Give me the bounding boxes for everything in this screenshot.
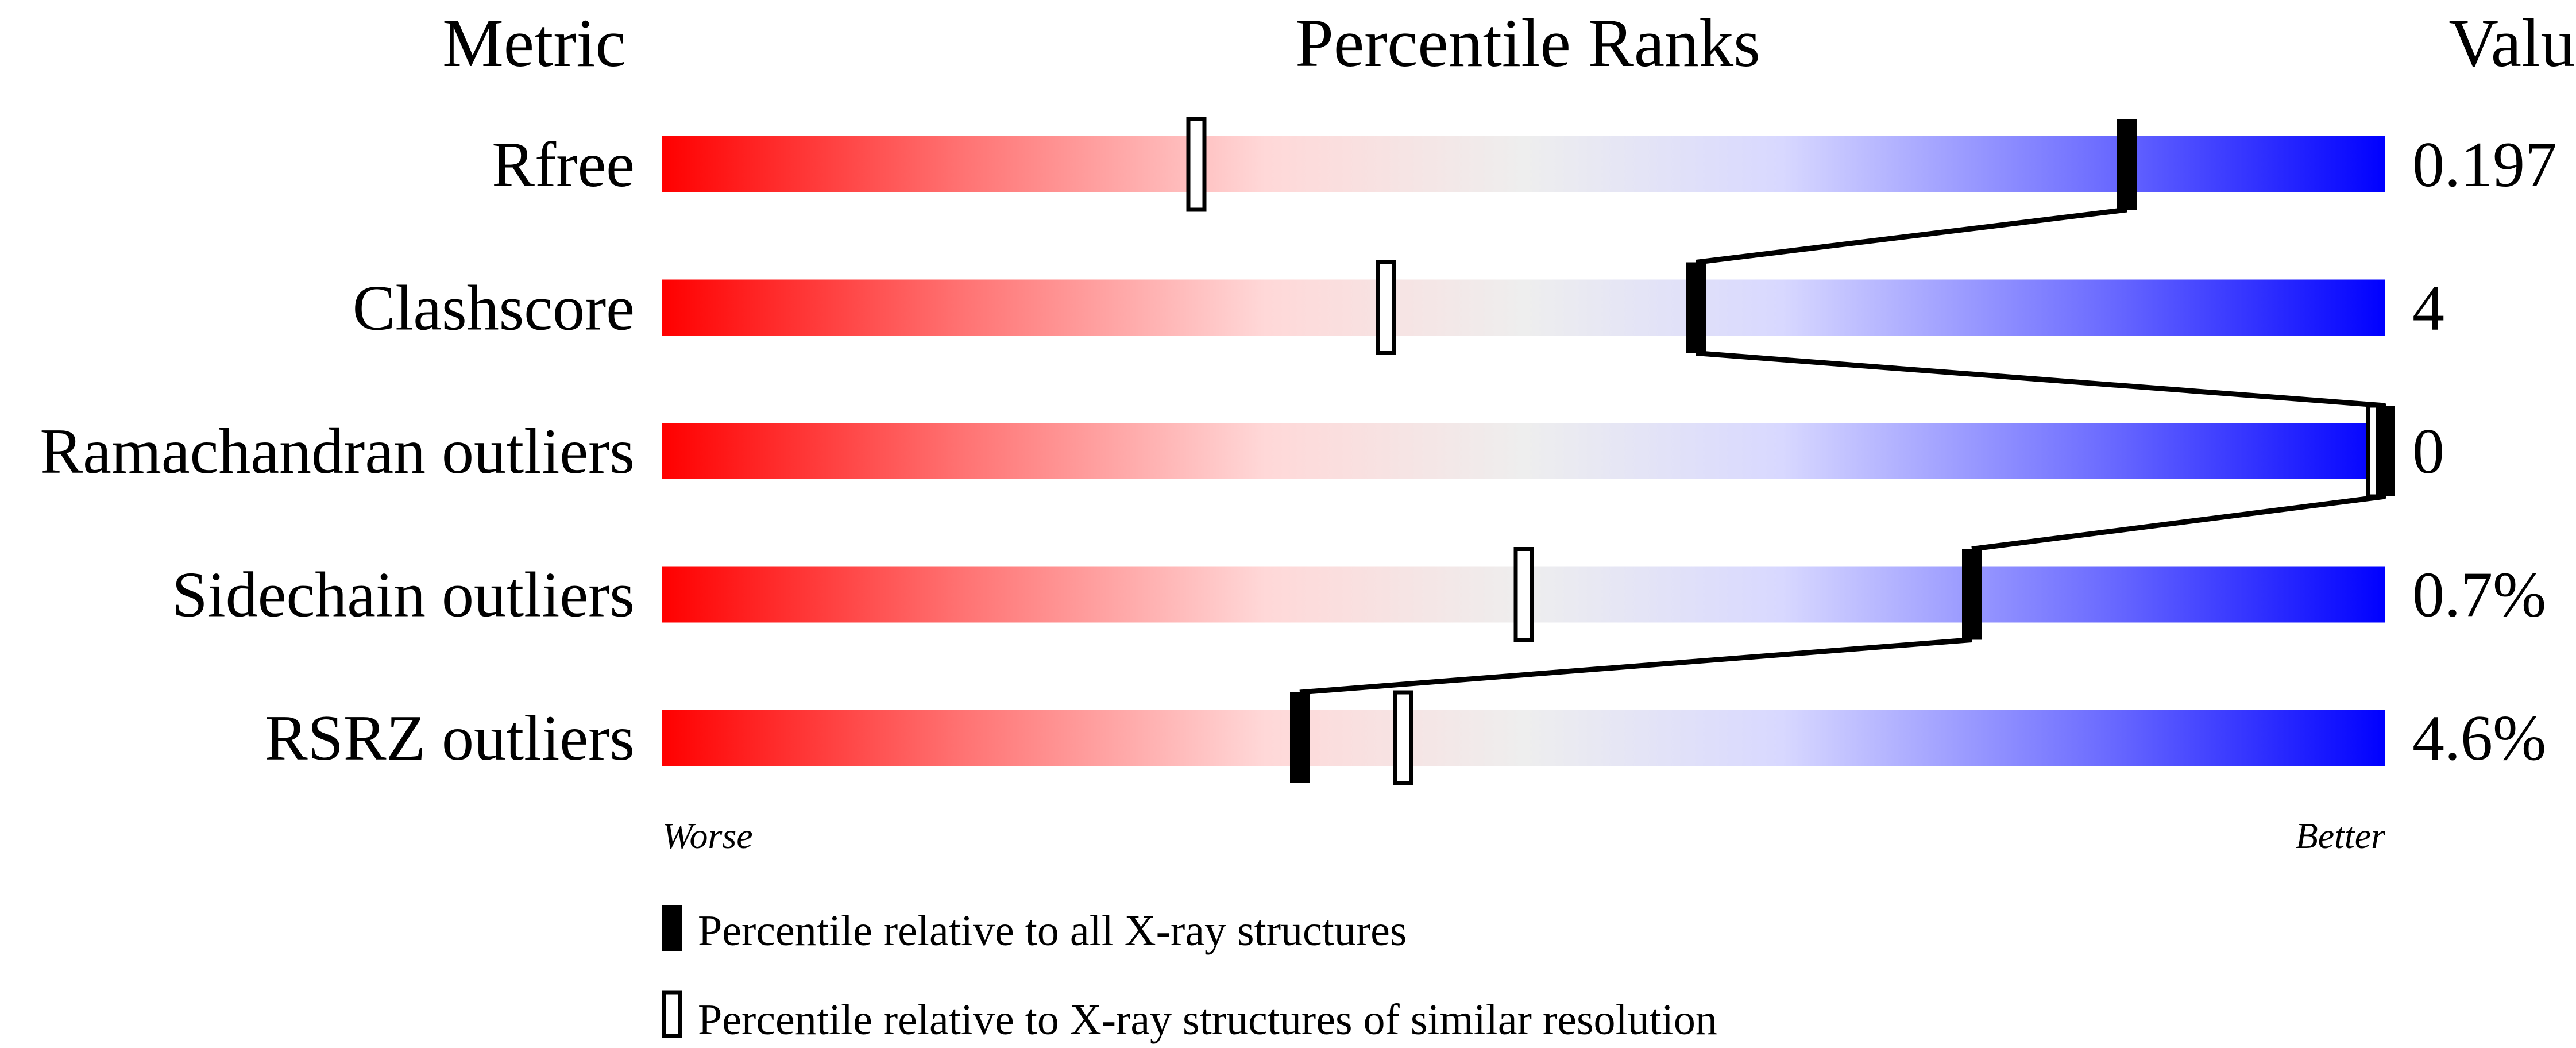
metric-value: 4.6% [2412,703,2546,774]
metric-value: 4 [2412,273,2444,344]
marker-all-xray [1686,262,1706,353]
metric-label: Rfree [492,129,635,201]
metric-value: 0.7% [2412,560,2546,631]
metric-label: Sidechain outliers [172,560,635,631]
connector-line [1299,637,1972,695]
metric-label: RSRZ outliers [265,703,635,774]
metric-row: Rfree 0.197 [492,117,2557,212]
marker-similar-resolution [1513,547,1534,642]
metric-row: Sidechain outliers 0.7% [172,547,2546,642]
legend-similar-label: Percentile relative to X-ray structures … [698,996,1717,1044]
marker-similar-resolution [1186,117,1207,212]
marker-all-xray [1962,549,1982,640]
legend-all-marker [662,905,682,951]
header-percentile-ranks: Percentile Ranks [1295,5,1760,81]
marker-similar-resolution [1376,260,1396,355]
marker-all-xray [2117,119,2137,210]
connector-line [1696,207,2127,265]
percentile-bar [662,136,2385,192]
axis-label-better: Better [2296,815,2386,856]
metric-value: 0.197 [2412,129,2557,201]
metric-label: Clashscore [353,273,635,344]
legend-similar-marker [662,990,682,1038]
connector-line [1971,494,2386,552]
metric-row: Ramachandran outliers 0 [40,403,2444,499]
metric-label: Ramachandran outliers [40,416,635,487]
connector-line [1696,350,2386,409]
metric-row: RSRZ outliers 4.6% [265,690,2546,785]
metric-row: Clashscore 4 [353,260,2444,355]
marker-similar-resolution [1393,690,1413,785]
axis-label-worse: Worse [662,815,753,856]
metric-value: 0 [2412,416,2444,487]
marker-all-xray [2376,406,2395,496]
header-value: Value [2448,5,2576,81]
legend-all-label: Percentile relative to all X-ray structu… [698,907,1407,955]
header-metric: Metric [442,5,626,81]
marker-all-xray [1290,692,1310,783]
percentile-bar [662,279,2385,336]
percentile-bar [662,423,2385,479]
percentile-bar [662,710,2385,766]
